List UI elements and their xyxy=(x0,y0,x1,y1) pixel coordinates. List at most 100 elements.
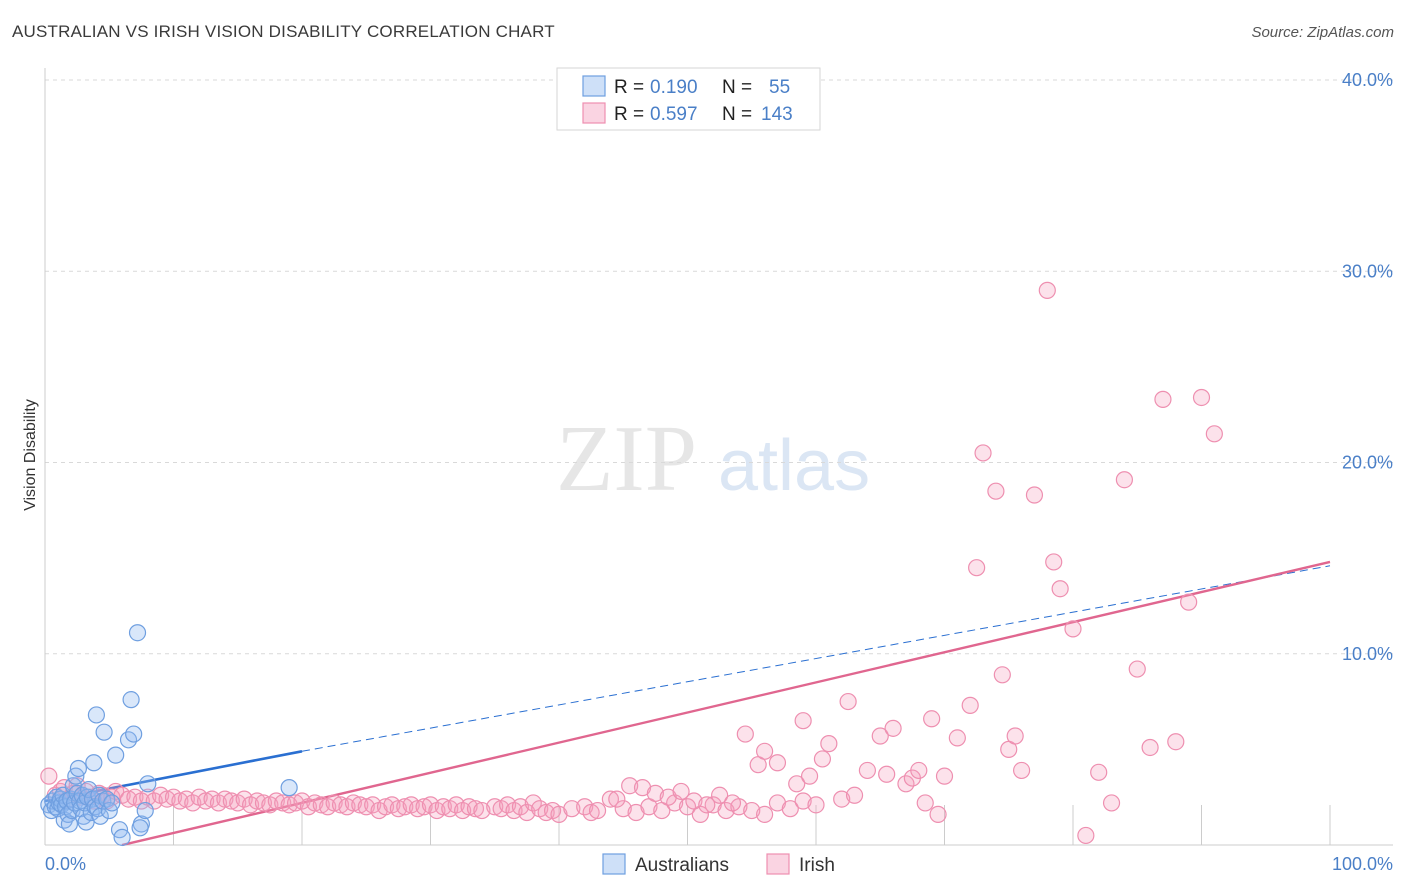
irish-point xyxy=(672,782,690,801)
irish-point xyxy=(833,790,851,808)
irish-point xyxy=(588,801,607,820)
irish-point xyxy=(961,696,979,714)
irish-point xyxy=(222,792,240,810)
irish-point xyxy=(486,798,504,816)
irish-point xyxy=(601,790,620,808)
irish-point xyxy=(1051,580,1069,598)
irish-point xyxy=(608,790,626,808)
irish-point xyxy=(409,800,427,818)
y-tick-label: 20.0% xyxy=(1342,453,1393,473)
irish-point xyxy=(646,784,664,802)
irish-point xyxy=(248,792,266,810)
irish-point xyxy=(698,796,716,814)
irish-point xyxy=(344,794,362,812)
irish-point xyxy=(434,798,452,816)
irish-point xyxy=(576,798,594,816)
legend-n-label-2: N = xyxy=(722,104,752,125)
irish-point xyxy=(768,754,787,772)
irish-point xyxy=(897,775,915,793)
irish-trend-line xyxy=(121,560,1331,847)
irish-point xyxy=(993,666,1011,684)
irish-point xyxy=(376,798,395,816)
australian-point xyxy=(103,794,121,812)
australian-point xyxy=(87,706,106,724)
irish-point xyxy=(499,796,517,814)
irish-point xyxy=(678,798,697,816)
irish-point xyxy=(1045,553,1063,571)
irish-point xyxy=(364,796,382,814)
australian-point xyxy=(107,746,125,764)
irish-point xyxy=(1128,660,1146,678)
australian-point xyxy=(69,759,88,778)
legend-r-label-1: R = xyxy=(614,77,644,98)
irish-point xyxy=(1012,761,1031,780)
irish-point xyxy=(158,790,176,808)
irish-point xyxy=(184,794,202,812)
irish-point xyxy=(325,794,343,812)
irish-point xyxy=(781,800,799,818)
chart-title: AUSTRALIAN VS IRISH VISION DISABILITY CO… xyxy=(12,22,555,41)
y-tick-label: 10.0% xyxy=(1342,644,1393,664)
australian-point xyxy=(136,801,154,820)
irish-point xyxy=(794,712,812,730)
irish-point xyxy=(331,796,350,814)
gridlines xyxy=(45,79,1393,655)
irish-point xyxy=(987,482,1005,500)
legend-swatch-irish xyxy=(582,102,606,124)
irish-point xyxy=(582,803,600,822)
australian-point xyxy=(131,819,149,837)
irish-point xyxy=(563,800,581,818)
legend: R = 0.190 N = 55 R = 0.597 N = 143 xyxy=(556,67,821,131)
irish-point xyxy=(254,794,273,812)
irish-point xyxy=(293,792,311,810)
australian-point xyxy=(80,780,98,799)
irish-point xyxy=(280,796,298,814)
irish-point xyxy=(460,798,478,816)
irish-points xyxy=(40,281,1223,845)
watermark-zip: ZIP xyxy=(556,407,697,511)
australian-point xyxy=(128,624,147,642)
australian-point xyxy=(85,754,103,772)
irish-point xyxy=(537,803,555,822)
irish-point xyxy=(306,794,324,812)
x-tick-label-min: 0.0% xyxy=(45,854,86,874)
irish-point xyxy=(1102,794,1121,812)
irish-point xyxy=(974,444,992,462)
irish-point xyxy=(794,792,812,810)
irish-point xyxy=(267,792,285,810)
irish-point xyxy=(1006,727,1024,745)
irish-point xyxy=(1025,486,1044,504)
irish-point xyxy=(968,559,986,577)
legend-n-value-2: 143 xyxy=(761,104,793,125)
irish-point xyxy=(171,792,189,810)
y-tick-label: 30.0% xyxy=(1342,261,1393,281)
tick-labels: 10.0% 20.0% 30.0% 40.0% 0.0% 100.0% xyxy=(45,70,1393,874)
irish-point xyxy=(723,794,742,812)
irish-point xyxy=(807,796,825,814)
irish-point xyxy=(621,777,639,795)
irish-point xyxy=(884,719,902,737)
irish-point xyxy=(216,790,234,808)
bottom-legend-swatch-irish xyxy=(766,853,790,875)
legend-r-value-2: 0.597 xyxy=(650,104,698,125)
australians-trend-extension xyxy=(301,565,1331,752)
irish-point xyxy=(1205,425,1223,443)
irish-point xyxy=(800,767,819,785)
irish-point xyxy=(389,800,407,818)
australian-point xyxy=(122,691,140,709)
irish-point xyxy=(312,796,330,814)
legend-r-label-2: R = xyxy=(614,104,644,125)
legend-box xyxy=(556,67,821,131)
australian-point xyxy=(60,815,79,833)
irish-point xyxy=(858,761,877,780)
legend-n-label-1: N = xyxy=(722,77,752,98)
y-tick-label: 40.0% xyxy=(1342,70,1393,90)
irish-point xyxy=(755,742,774,760)
irish-point xyxy=(511,798,530,816)
irish-point xyxy=(1192,388,1211,407)
irish-point xyxy=(235,790,253,808)
australian-points xyxy=(40,624,298,846)
irish-point xyxy=(845,786,864,804)
irish-point xyxy=(1064,620,1082,638)
